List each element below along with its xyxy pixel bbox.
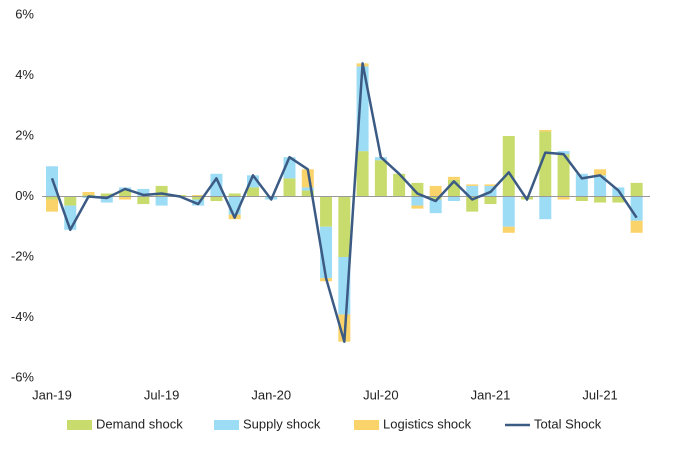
bar [320,196,333,227]
bar [46,199,58,212]
bar [210,196,223,202]
bar [575,196,588,202]
x-tick-label: Jul-20 [363,387,398,402]
bar [466,185,479,197]
y-tick-label: 2% [15,127,34,142]
bar [192,194,205,197]
x-tick-label: Jul-19 [144,387,179,402]
bar [484,184,497,186]
bar [466,184,479,186]
bar [429,199,442,214]
bar [502,226,515,233]
bar [557,151,570,155]
bar [228,193,241,197]
y-tick-label: -2% [11,248,35,263]
bar [119,196,132,200]
bar [155,185,168,197]
bar [411,205,424,209]
legend-label: Supply shock [243,416,321,431]
line [50,62,638,343]
legend-swatch [67,420,92,430]
x-tick-label: Jan-20 [251,387,291,402]
bar [557,154,570,197]
x-tick-label: Jul-21 [582,387,617,402]
bar [283,178,296,197]
bar [447,176,460,180]
bar [246,187,259,197]
bar [119,190,132,197]
bar [356,66,369,152]
legend-label: Demand shock [96,416,183,431]
bar [447,196,460,202]
bar [338,196,351,257]
bar [539,196,552,220]
bar [46,196,58,200]
bar [630,182,643,197]
bar [192,196,205,200]
x-tick-label: Jan-19 [32,387,72,402]
bar [612,196,625,203]
bar [539,131,552,197]
bar [539,129,552,132]
bar [155,196,168,206]
bar [137,196,150,205]
bar [100,193,113,197]
legend-label: Logistics shock [383,416,472,431]
legend-swatch [354,420,379,430]
bar [594,169,607,176]
bar [100,196,113,203]
bar [411,196,424,206]
y-tick-label: -4% [11,309,35,324]
y-tick-label: 4% [15,67,34,82]
bar [393,173,406,197]
legend-label: Total Shock [534,416,602,431]
bar [301,187,314,191]
bar [484,196,497,205]
bar [575,173,588,197]
bar [356,151,369,197]
bar [137,188,150,197]
bar [374,160,387,197]
y-tick-label: 6% [15,6,34,21]
y-tick-label: 0% [15,188,34,203]
bar [301,190,314,197]
bar [429,196,442,200]
bar [210,173,223,197]
x-tick-label: Jan-21 [471,387,511,402]
y-tick-label: -6% [11,369,35,384]
bar [82,191,95,195]
bar [594,196,607,203]
bar [502,136,515,197]
bar [502,196,515,227]
bar [466,196,479,212]
bar [64,196,77,206]
bar [411,182,424,197]
bar [630,220,643,233]
legend-swatch [214,420,239,430]
bar [594,175,607,197]
bar [557,196,570,200]
bar [429,185,442,197]
